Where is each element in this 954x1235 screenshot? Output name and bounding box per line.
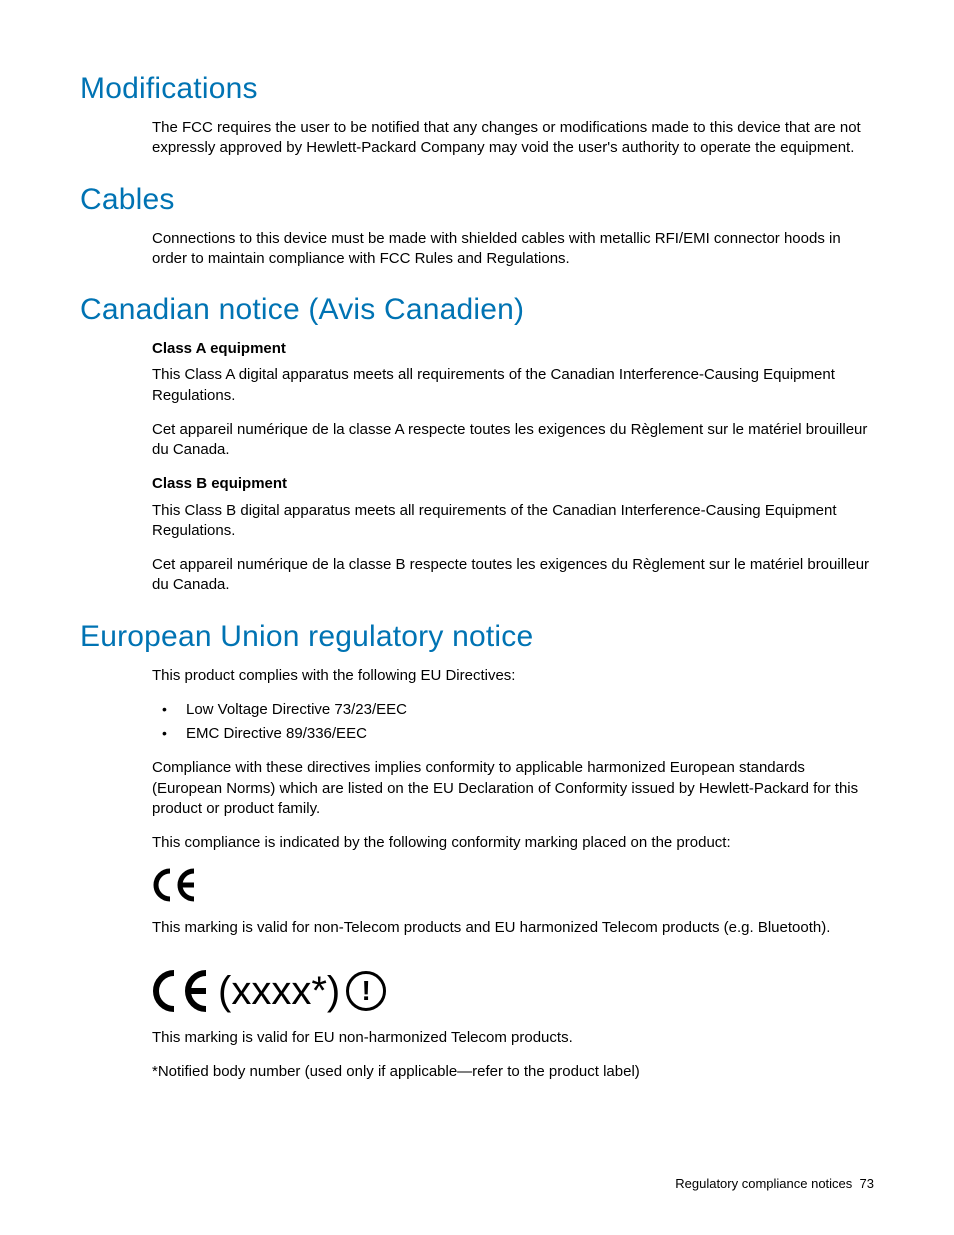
para: This Class B digital apparatus meets all…	[152, 501, 874, 542]
list-item: EMC Directive 89/336/EEC	[152, 724, 874, 744]
para: Connections to this device must be made …	[152, 229, 874, 270]
ce-mark-notified-body: (xxxx*) !	[152, 964, 874, 1018]
page-footer: Regulatory compliance notices 73	[675, 1176, 874, 1191]
footer-section-title: Regulatory compliance notices	[675, 1176, 852, 1191]
body-cables: Connections to this device must be made …	[152, 229, 874, 270]
heading-modifications: Modifications	[80, 72, 874, 106]
eu-directive-list: Low Voltage Directive 73/23/EEC EMC Dire…	[152, 700, 874, 745]
exclamation-circle-icon: !	[346, 971, 386, 1011]
para: This product complies with the following…	[152, 666, 874, 686]
body-canadian: Class A equipment This Class A digital a…	[152, 339, 874, 596]
heading-canadian: Canadian notice (Avis Canadien)	[80, 293, 874, 327]
ce-mark-simple	[152, 867, 874, 909]
subhead-class-a: Class A equipment	[152, 339, 874, 359]
heading-cables: Cables	[80, 183, 874, 217]
heading-eu: European Union regulatory notice	[80, 620, 874, 654]
para: The FCC requires the user to be notified…	[152, 118, 874, 159]
para: Compliance with these directives implies…	[152, 758, 874, 819]
para: This compliance is indicated by the foll…	[152, 833, 874, 853]
body-modifications: The FCC requires the user to be notified…	[152, 118, 874, 159]
para: This marking is valid for non-Telecom pr…	[152, 918, 874, 938]
ce-mark-icon	[152, 968, 212, 1014]
para: Cet appareil numérique de la classe A re…	[152, 420, 874, 461]
subhead-class-b: Class B equipment	[152, 474, 874, 494]
para: *Notified body number (used only if appl…	[152, 1062, 874, 1082]
para: This Class A digital apparatus meets all…	[152, 365, 874, 406]
para: This marking is valid for EU non-harmoni…	[152, 1028, 874, 1048]
footer-page-number: 73	[860, 1176, 874, 1191]
para: Cet appareil numérique de la classe B re…	[152, 555, 874, 596]
body-eu: This product complies with the following…	[152, 666, 874, 1083]
list-item: Low Voltage Directive 73/23/EEC	[152, 700, 874, 720]
notified-body-placeholder: (xxxx*)	[218, 964, 340, 1018]
ce-mark-icon	[152, 867, 200, 903]
